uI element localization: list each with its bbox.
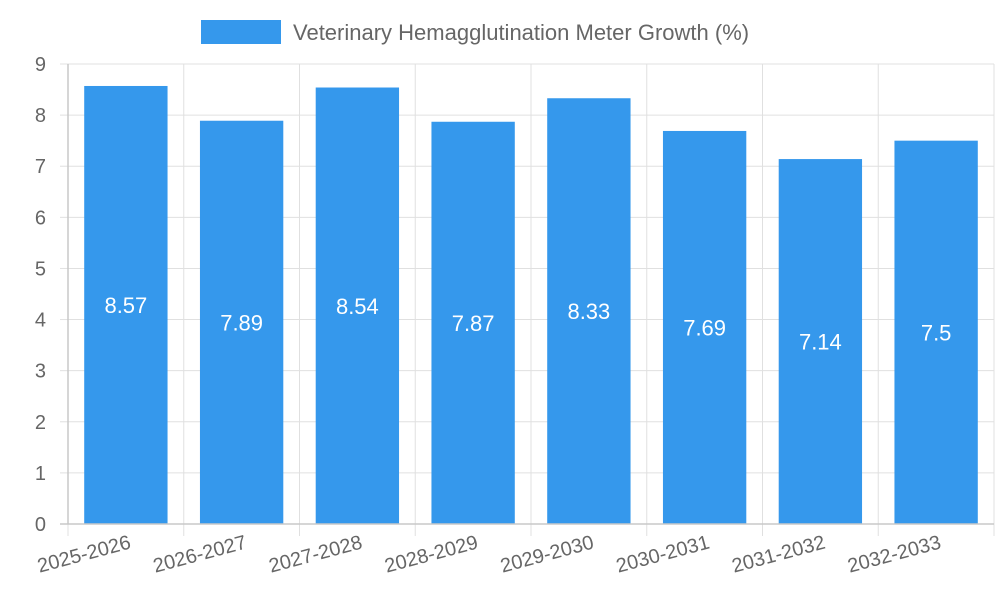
- y-tick-label: 5: [35, 258, 46, 280]
- bar-data-label: 7.69: [683, 315, 726, 340]
- legend-label[interactable]: Veterinary Hemagglutination Meter Growth…: [293, 20, 749, 45]
- x-tick-label: 2027-2028: [267, 532, 365, 578]
- x-tick-label: 2025-2026: [35, 532, 133, 578]
- y-tick-label: 1: [35, 463, 46, 485]
- x-tick-label: 2031-2032: [730, 532, 828, 578]
- y-tick-label: 4: [35, 310, 46, 332]
- legend-swatch[interactable]: [201, 20, 281, 44]
- bar[interactable]: [778, 159, 863, 525]
- bar-data-label: 7.5: [921, 320, 952, 345]
- legend[interactable]: Veterinary Hemagglutination Meter Growth…: [201, 20, 749, 45]
- bar-series: 8.57 7.89 8.54 7.87 8.33 7.69 7.14 7.5: [84, 85, 978, 525]
- y-tick-label: 0: [35, 514, 46, 536]
- x-tick-label: 2026-2027: [151, 532, 249, 578]
- bar-data-label: 7.87: [452, 311, 495, 336]
- y-tick-label: 8: [35, 105, 46, 127]
- bar-data-label: 7.14: [799, 330, 842, 355]
- y-tick-label: 9: [35, 54, 46, 76]
- y-tick-label: 3: [35, 361, 46, 383]
- x-tick-label: 2030-2031: [614, 532, 712, 578]
- x-tick-label: 2029-2030: [498, 532, 596, 578]
- bar[interactable]: [84, 85, 168, 524]
- bar[interactable]: [662, 130, 747, 524]
- bar-data-label: 8.33: [567, 299, 610, 324]
- bar[interactable]: [547, 98, 631, 524]
- bar[interactable]: [431, 121, 515, 524]
- bar[interactable]: [199, 120, 284, 524]
- bar[interactable]: [894, 140, 978, 524]
- y-tick-label: 2: [35, 412, 46, 434]
- bar-data-label: 7.89: [220, 310, 263, 335]
- y-tick-label: 6: [35, 207, 46, 229]
- bar[interactable]: [315, 87, 400, 524]
- y-tick-label: 7: [35, 156, 46, 178]
- bar-data-label: 8.54: [336, 294, 379, 319]
- x-tick-label: 2028-2029: [382, 532, 480, 578]
- x-tick-label: 2032-2033: [845, 532, 943, 578]
- bar-data-label: 8.57: [104, 293, 147, 318]
